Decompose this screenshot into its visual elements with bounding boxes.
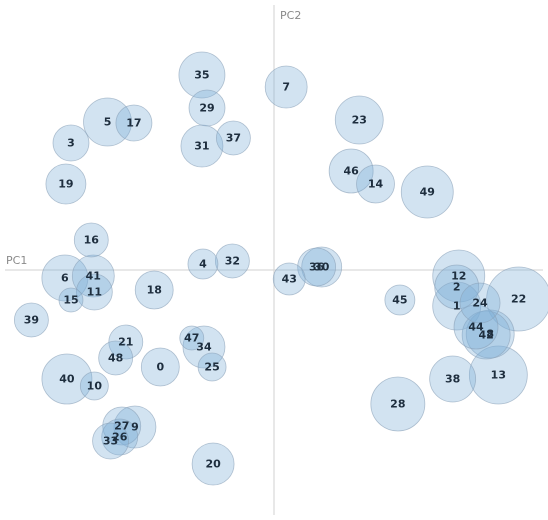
bubble-3 (52, 124, 90, 162)
bubble-19 (45, 163, 87, 205)
bubble-32 (214, 243, 250, 279)
bubble-35 (178, 51, 226, 99)
bubble-45 (384, 284, 416, 316)
bubble-label-23: 23 (352, 114, 367, 127)
bubble-label-42: 42 (478, 329, 493, 342)
bubble-48 (98, 340, 134, 376)
bubble-layer (13, 51, 548, 486)
bubble-2 (434, 264, 480, 310)
bubble-label-20: 20 (205, 458, 221, 471)
bubble-label-7: 7 (282, 81, 290, 94)
bubble-label-44: 44 (468, 321, 484, 334)
bubble-10 (79, 371, 109, 401)
bubble-label-10: 10 (87, 380, 103, 393)
bubble-label-43: 43 (282, 273, 297, 286)
bubble-label-8: 8 (486, 328, 494, 341)
bubble-label-47: 47 (184, 332, 199, 345)
bubble-16 (73, 222, 109, 258)
bubble-label-21: 21 (118, 336, 133, 349)
bubble-23 (334, 95, 384, 145)
bubble-label-12: 12 (451, 270, 466, 283)
bubble-33 (92, 422, 129, 460)
bubble-label-14: 14 (368, 178, 384, 191)
bubble-17 (115, 104, 153, 142)
bubble-label-3: 3 (67, 137, 75, 150)
bubble-49 (400, 165, 454, 219)
bubble-label-17: 17 (126, 117, 141, 130)
bubble-label-11: 11 (87, 286, 102, 299)
bubble-21 (108, 324, 144, 360)
bubble-46 (328, 148, 374, 194)
bubble-label-49: 49 (420, 186, 435, 199)
bubble-22 (486, 266, 548, 332)
bubble-label-13: 13 (491, 369, 506, 382)
bubble-20 (191, 442, 235, 486)
bubble-label-32: 32 (225, 255, 240, 268)
bubble-label-34: 34 (196, 341, 212, 354)
bubble-41 (71, 254, 115, 298)
bubble-29 (188, 89, 226, 127)
bubble-label-0: 0 (156, 361, 164, 374)
bubble-label-1: 1 (453, 300, 461, 313)
bubble-label-45: 45 (392, 294, 407, 307)
bubble-label-2: 2 (453, 281, 461, 294)
bubble-36 (297, 247, 337, 287)
bubble-38 (429, 355, 477, 403)
bubble-label-28: 28 (390, 398, 405, 411)
y-axis-label: PC2 (280, 9, 301, 22)
bubble-4 (187, 248, 219, 280)
bubble-7 (264, 65, 308, 109)
bubble-label-25: 25 (204, 361, 219, 374)
bubble-12 (432, 249, 486, 303)
bubble-42 (461, 310, 511, 360)
bubble-label-16: 16 (84, 234, 100, 247)
bubble-label-27: 27 (114, 420, 129, 433)
bubble-25 (197, 352, 227, 382)
bubble-label-37: 37 (226, 132, 241, 145)
bubble-37 (215, 120, 251, 156)
bubble-label-30: 30 (314, 261, 330, 274)
bubble-18 (134, 270, 174, 310)
bubble-26 (101, 418, 139, 456)
bubble-43 (272, 262, 306, 296)
bubble-label-29: 29 (199, 102, 214, 115)
bubble-label-6: 6 (61, 272, 69, 285)
bubble-40 (41, 353, 93, 405)
bubble-label-4: 4 (199, 258, 207, 271)
bubble-14 (356, 164, 395, 204)
bubble-label-9: 9 (131, 421, 139, 434)
bubble-label-46: 46 (343, 165, 359, 178)
x-axis-label: PC1 (6, 254, 27, 267)
bubble-label-24: 24 (472, 297, 488, 310)
bubble-label-41: 41 (86, 270, 101, 283)
bubble-label-15: 15 (63, 294, 78, 307)
bubble-39 (13, 302, 49, 338)
bubble-27 (102, 406, 142, 446)
bubble-label-5: 5 (104, 116, 112, 129)
bubble-label-33: 33 (103, 435, 118, 448)
bubble-24 (459, 282, 501, 324)
bubble-label-26: 26 (112, 431, 128, 444)
bubble-label-38: 38 (445, 373, 460, 386)
bubble-11 (75, 273, 113, 311)
bubble-label-40: 40 (59, 373, 75, 386)
bubble-label-35: 35 (194, 69, 209, 82)
bubble-label-48: 48 (108, 352, 123, 365)
bubble-label-18: 18 (147, 284, 162, 297)
bubble-34 (182, 325, 226, 369)
bubble-13 (468, 345, 528, 405)
bubble-label-layer: 0123456789101112131415161718192021222324… (24, 69, 527, 471)
bubble-label-31: 31 (194, 140, 209, 153)
bubble-label-22: 22 (511, 293, 526, 306)
bubble-0 (140, 347, 180, 387)
bubble-label-36: 36 (309, 261, 325, 274)
bubble-30 (301, 246, 343, 288)
bubble-label-19: 19 (58, 178, 73, 191)
bubble-15 (58, 287, 84, 313)
bubble-28 (370, 376, 426, 432)
bubble-label-39: 39 (24, 314, 39, 327)
bubble-47 (179, 325, 205, 351)
